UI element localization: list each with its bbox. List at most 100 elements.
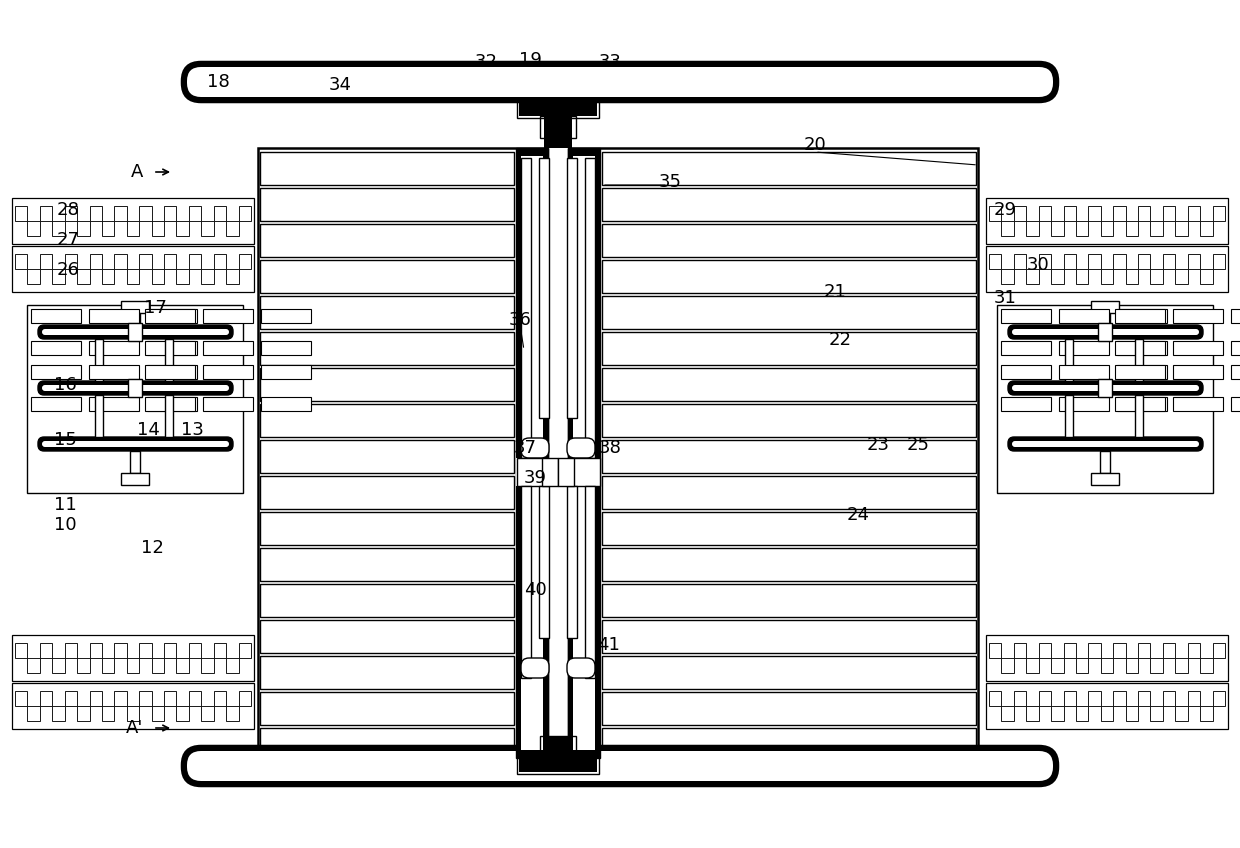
Bar <box>89 341 139 355</box>
Bar <box>1126 269 1138 284</box>
Bar <box>1091 473 1118 485</box>
Bar <box>1173 309 1223 323</box>
Bar <box>12 198 254 244</box>
Bar <box>1064 691 1076 706</box>
Bar <box>188 691 201 706</box>
Bar <box>126 221 139 236</box>
Bar <box>114 691 126 706</box>
Text: 41: 41 <box>596 636 620 654</box>
Bar <box>1200 269 1213 284</box>
Bar <box>548 148 568 758</box>
Bar <box>1115 397 1166 411</box>
Bar <box>130 451 140 473</box>
Bar <box>176 658 188 672</box>
Text: 18: 18 <box>207 73 229 91</box>
Bar <box>1114 644 1126 658</box>
Bar <box>1126 221 1138 236</box>
Bar <box>601 296 976 329</box>
Bar <box>1101 658 1114 672</box>
Bar <box>102 269 114 284</box>
Bar <box>1002 658 1014 672</box>
Bar <box>226 658 238 672</box>
Bar <box>573 156 595 750</box>
Bar <box>201 269 213 284</box>
Bar <box>601 728 976 761</box>
Bar <box>203 365 253 379</box>
Bar <box>151 269 164 284</box>
Bar <box>139 206 151 221</box>
Bar <box>12 246 254 292</box>
Bar <box>15 691 27 706</box>
Bar <box>27 221 40 236</box>
Bar <box>1001 365 1052 379</box>
Bar <box>139 691 151 706</box>
Bar <box>1188 206 1200 221</box>
Bar <box>64 206 77 221</box>
Bar <box>1114 254 1126 269</box>
Text: 21: 21 <box>823 283 847 301</box>
Bar <box>27 269 40 284</box>
Bar <box>1135 395 1143 437</box>
FancyBboxPatch shape <box>182 62 1058 102</box>
Bar <box>1002 706 1014 721</box>
Bar <box>164 691 176 706</box>
Bar <box>1059 397 1109 411</box>
Bar <box>1163 206 1176 221</box>
Bar <box>139 254 151 269</box>
FancyBboxPatch shape <box>38 325 233 339</box>
Bar <box>1039 206 1052 221</box>
Bar <box>260 692 515 725</box>
Bar <box>114 206 126 221</box>
Text: 26: 26 <box>57 261 79 279</box>
Bar <box>27 305 243 493</box>
FancyBboxPatch shape <box>521 658 549 678</box>
Bar <box>260 584 515 617</box>
Bar <box>126 658 139 672</box>
Bar <box>260 476 515 509</box>
Bar <box>1231 365 1240 379</box>
Bar <box>1176 221 1188 236</box>
Bar <box>130 313 140 335</box>
Bar <box>1188 691 1200 706</box>
Bar <box>601 368 976 401</box>
Text: 25: 25 <box>906 436 930 454</box>
Bar <box>89 397 139 411</box>
Bar <box>31 365 81 379</box>
Bar <box>1064 644 1076 658</box>
Bar <box>601 404 976 437</box>
Bar <box>990 254 1002 269</box>
Bar <box>516 148 548 758</box>
Bar <box>544 746 572 772</box>
Bar <box>145 365 195 379</box>
Bar <box>176 221 188 236</box>
Bar <box>1176 269 1188 284</box>
Bar <box>601 440 976 473</box>
Bar <box>102 658 114 672</box>
Bar <box>1176 658 1188 672</box>
Text: 11: 11 <box>53 496 77 514</box>
Bar <box>52 269 64 284</box>
Bar <box>544 138 572 148</box>
Bar <box>260 260 515 293</box>
Bar <box>89 644 102 658</box>
Bar <box>1064 254 1076 269</box>
Bar <box>601 656 976 689</box>
Bar <box>986 635 1228 681</box>
Bar <box>1014 644 1027 658</box>
Bar <box>64 644 77 658</box>
Text: 31: 31 <box>993 289 1017 307</box>
Bar <box>1065 395 1073 437</box>
Bar <box>1117 309 1167 323</box>
Text: 14: 14 <box>136 421 160 439</box>
Bar <box>1117 365 1167 379</box>
Bar <box>1151 658 1163 672</box>
FancyBboxPatch shape <box>1012 441 1199 447</box>
Bar <box>148 341 197 355</box>
FancyBboxPatch shape <box>187 67 1053 97</box>
Bar <box>213 644 226 658</box>
Bar <box>1151 706 1163 721</box>
Bar <box>1027 658 1039 672</box>
Bar <box>601 548 976 581</box>
Text: 19: 19 <box>518 51 542 69</box>
Bar <box>260 309 311 323</box>
